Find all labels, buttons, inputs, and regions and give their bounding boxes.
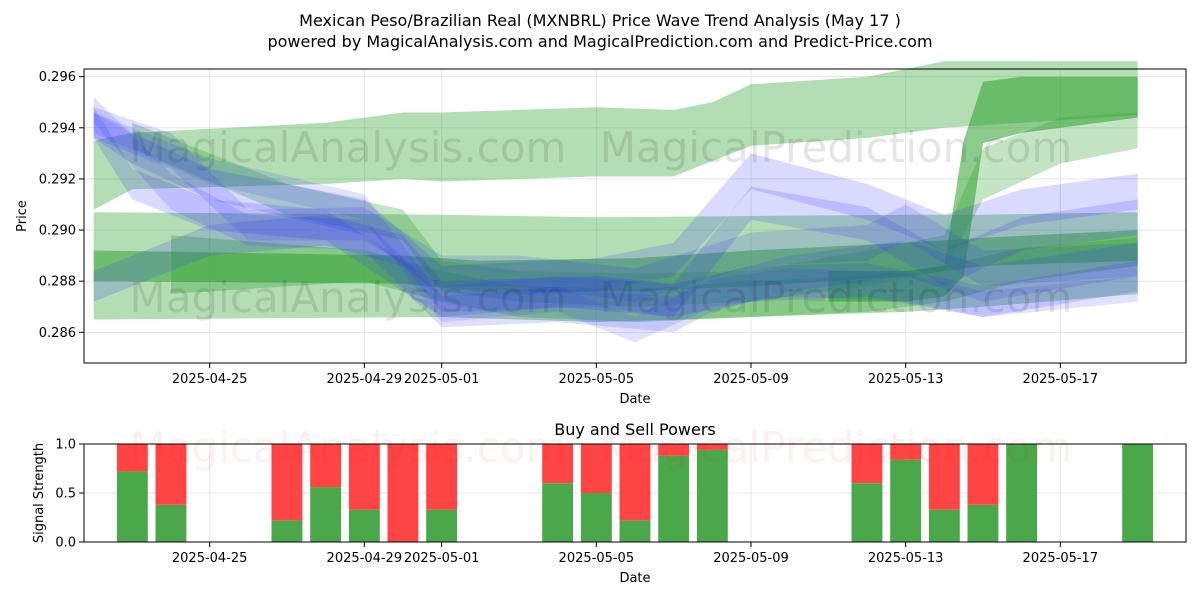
buy-sell-title: Buy and Sell Powers [554, 420, 716, 439]
sell-bar [658, 444, 690, 456]
buy-sell-x-tick-label: 2025-05-05 [559, 551, 635, 566]
blue-wave-band [93, 214, 1138, 317]
buy-sell-x-tick-label: 2025-05-17 [1023, 551, 1099, 566]
buy-bar [928, 509, 960, 542]
buy-bar [348, 509, 380, 542]
buy-sell-bars [116, 444, 1154, 542]
price-x-tick-label: 2025-05-17 [1023, 372, 1099, 387]
buy-bar [155, 504, 187, 542]
price-x-label: Date [619, 392, 650, 407]
buy-bar [851, 483, 883, 542]
price-x-tick-label: 2025-05-09 [713, 372, 789, 387]
sell-bar [387, 444, 419, 542]
buy-bar [658, 455, 690, 542]
buy-bar [1122, 444, 1154, 542]
sell-bar [542, 444, 574, 484]
buy-bar [967, 504, 999, 542]
buy-sell-x-axis: 2025-04-25 2025-04-29 2025-05-01 2025-05-05… [172, 542, 1098, 566]
buy-sell-x-tick-label: 2025-05-01 [404, 551, 480, 566]
buy-bar [1006, 444, 1038, 542]
sell-bar [619, 444, 651, 521]
watermark-left-lower: MagicalAnalysis.com [130, 273, 567, 322]
blue-wave-band [93, 112, 1138, 343]
buy-sell-y-tick-label: 0.0 [55, 536, 76, 551]
watermark-left-bottom: MagicalAnalysis.com [130, 423, 567, 472]
price-y-tick-label: 0.294 [39, 121, 76, 136]
buy-bar [271, 520, 303, 542]
buy-bar [542, 483, 574, 542]
sell-bar [580, 444, 612, 493]
price-x-tick-label: 2025-04-25 [172, 372, 248, 387]
price-y-tick-label: 0.288 [39, 275, 76, 290]
buy-sell-x-tick-label: 2025-04-25 [172, 551, 248, 566]
price-watermark: MagicalAnalysis.com MagicalPrediction.co… [130, 123, 1073, 322]
sell-bar [890, 444, 922, 460]
sell-bar [426, 444, 458, 510]
watermark-left-upper: MagicalAnalysis.com [130, 123, 567, 172]
buy-sell-x-tick-label: 2025-04-29 [327, 551, 403, 566]
sell-bar [967, 444, 999, 505]
price-y-label: Price [15, 200, 30, 232]
buy-sell-x-label: Date [619, 571, 650, 586]
price-x-tick-label: 2025-05-05 [559, 372, 635, 387]
buy-sell-y-label: Signal Strength [32, 443, 47, 543]
watermark-right-bottom: MagicalPrediction.com [600, 423, 1073, 472]
buy-sell-x-tick-label: 2025-05-09 [713, 551, 789, 566]
price-y-tick-label: 0.292 [39, 172, 76, 187]
price-x-tick-label: 2025-04-29 [327, 372, 403, 387]
buy-sell-y-axis: 0.0 0.5 1.0 [55, 438, 84, 551]
price-y-tick-label: 0.296 [39, 70, 76, 85]
blue-wave-band [93, 112, 1138, 297]
price-y-axis: 0.286 0.288 0.290 0.292 0.294 0.296 [39, 70, 84, 341]
price-axes-frame [83, 68, 1187, 364]
watermark-right-lower: MagicalPrediction.com [600, 273, 1073, 322]
sell-bar [310, 444, 342, 488]
sell-bar [155, 444, 187, 505]
watermark-right-upper: MagicalPrediction.com [600, 123, 1073, 172]
green-wave-band [132, 112, 1138, 307]
chart-title: Mexican Peso/Brazilian Real (MXNBRL) Pri… [299, 11, 901, 30]
price-wave-panel: MagicalAnalysis.com MagicalPrediction.co… [15, 61, 1187, 407]
price-x-tick-label: 2025-05-13 [868, 372, 944, 387]
buy-sell-watermark: MagicalAnalysis.com MagicalPrediction.co… [130, 423, 1073, 472]
buy-sell-y-tick-label: 0.5 [55, 487, 76, 502]
buy-sell-panel: Buy and Sell Powers MagicalAnalysis.com … [32, 420, 1187, 586]
buy-bar [890, 459, 922, 542]
sell-bar [851, 444, 883, 484]
buy-bar [619, 520, 651, 542]
buy-bar [426, 509, 458, 542]
buy-bar [696, 449, 728, 542]
sell-bar [696, 444, 728, 450]
blue-wave-band [93, 97, 1138, 333]
sell-bar [348, 444, 380, 510]
green-bands [93, 61, 1138, 323]
price-x-tick-label: 2025-05-01 [404, 372, 480, 387]
price-x-axis: 2025-04-25 2025-04-29 2025-05-01 2025-05-05… [172, 363, 1098, 387]
blue-wave-band [93, 107, 1138, 302]
green-wave-band [93, 61, 1138, 210]
buy-bar [580, 493, 612, 542]
blue-wave-band [93, 107, 1138, 317]
blue-bands [93, 97, 1138, 343]
buy-sell-y-tick-label: 1.0 [55, 438, 76, 453]
buy-bar [116, 471, 148, 542]
chart-subtitle: powered by MagicalAnalysis.com and Magic… [267, 32, 932, 51]
price-y-tick-label: 0.286 [39, 326, 76, 341]
green-wave-band [828, 76, 1138, 302]
buy-bar [310, 487, 342, 542]
sell-bar [116, 444, 148, 472]
sell-bar [271, 444, 303, 521]
price-y-tick-label: 0.290 [39, 224, 76, 239]
sell-bar [928, 444, 960, 510]
buy-sell-x-tick-label: 2025-05-13 [868, 551, 944, 566]
